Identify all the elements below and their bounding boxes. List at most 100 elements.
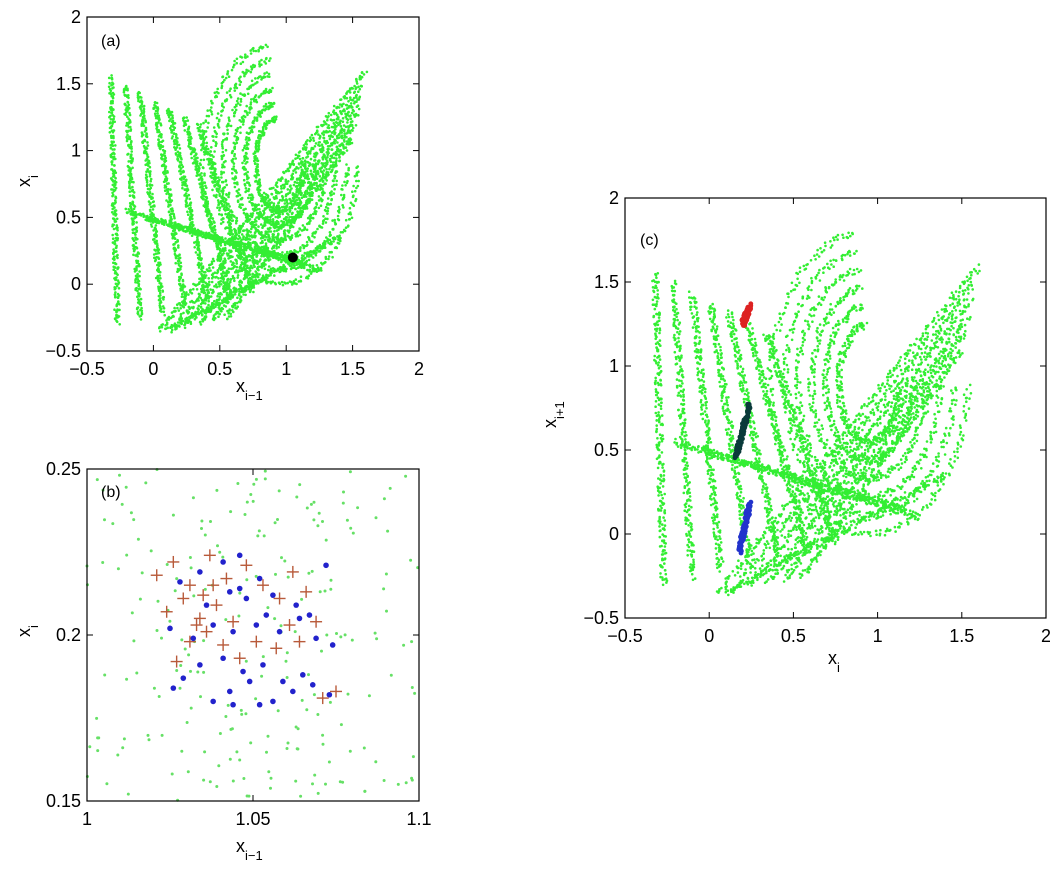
panel-a-attractor-point [216,259,220,262]
panel-a-attractor-point [191,220,194,224]
panel-a-attractor-point [322,123,326,127]
panel-a-attractor-point [260,204,264,208]
panel-a-attractor-point [222,252,225,255]
panel-a-attractor-point [355,171,359,174]
panel-a-attractor-point [350,129,354,132]
panel-a-attractor-point [241,148,245,152]
panel-a-attractor-point [169,188,172,191]
panel-a-attractor-point [241,161,244,165]
panel-a-attractor-point [195,298,199,302]
panel-a-attractor-point [218,118,221,122]
panel-a-attractor-point [302,173,305,176]
panel-a-attractor-point [280,176,284,179]
panel-a-attractor-point [264,57,268,61]
panel-a-attractor-point [312,136,315,140]
panel-a-attractor-point [240,280,243,284]
panel-a-attractor-point [115,238,119,242]
panel-a-attractor-point [188,210,192,214]
panel-a-attractor-point [251,130,254,134]
panel-a-attractor-point [267,202,271,206]
panel-a-attractor-point [335,183,338,186]
panel-a-attractor-point [259,258,262,261]
panel-a-attractor-point [157,257,161,261]
panel-a-attractor-point [222,204,225,208]
panel-a-attractor-point [277,209,281,213]
panel-a-attractor-point [343,128,346,132]
panel-a-attractor-point [144,120,147,124]
panel-a-attractor-point [225,203,229,206]
panel-a-attractor-point [233,154,236,158]
panel-a-attractor-point [145,181,149,184]
panel-a-attractor-point [136,272,139,276]
panel-a-attractor-point [225,193,228,197]
panel-a-attractor-point [336,218,340,221]
panel-a-attractor-point [358,74,362,78]
panel-a-attractor-point [251,256,255,260]
panel-a-attractor-point [279,243,282,246]
panel-a-attractor-point [137,284,140,288]
panel-a-attractor-point [226,277,230,281]
panel-a-attractor-point [116,273,119,277]
panel-a-attractor-point [220,213,224,216]
panel-a-attractor-point [233,111,236,115]
panel-a-attractor-point [243,159,246,162]
panel-a-attractor-point [227,312,230,315]
panel-a-attractor-point [223,257,226,261]
panel-a-attractor-point [142,104,146,108]
panel-a-attractor-point [236,254,239,257]
panel-a-attractor-point [352,194,355,197]
panel-a-attractor-point [186,132,190,136]
panel-a-attractor-point [306,155,310,158]
panel-a-attractor-point [108,81,111,85]
panel-a-attractor-point [112,255,116,258]
panel-a-attractor-point [128,166,131,170]
panel-a-attractor-point [222,217,225,220]
panel-a-attractor-point [126,153,129,156]
panel-a-attractor-point [139,104,143,108]
panel-a-attractor-point [233,146,236,149]
panel-a-attractor-point [178,151,182,155]
panel-a-attractor-point [150,225,154,228]
panel-a-attractor-point [182,290,186,294]
panel-a-attractor-point [250,193,253,197]
panel-a-attractor-point [306,160,310,164]
panel-a-attractor-point [298,150,302,153]
panel-a-attractor-point [228,249,231,252]
panel-a-attractor-point [314,132,317,136]
panel-a-attractor-point [223,100,227,103]
panel-a-attractor-point [222,189,225,192]
panel-a-attractor-point [181,300,184,304]
panel-a-attractor-point [160,323,163,327]
panel-a-attractor-point [322,153,326,156]
panel-a-attractor-point [258,64,262,68]
panel-a-attractor-point [219,280,223,283]
panel-a-attractor-point [241,70,245,74]
panel-a-attractor-point [230,68,234,72]
panel-a-attractor-point [322,120,326,123]
panel-a-attractor-point [148,174,152,178]
panel-a-attractor-point [260,236,264,240]
panel-a-attractor-point [354,112,358,116]
panel-a-attractor-point [201,319,205,323]
panel-a-attractor-point [355,179,358,183]
panel-a-attractor-point [115,316,119,319]
panel-a-attractor-point [345,135,348,139]
panel-a-attractor-point [171,135,174,138]
panel-a-attractor-point [231,262,235,266]
panel-a-attractor-point [199,251,202,255]
panel-a-attractor-point [252,98,256,102]
panel-a-attractor-point [262,264,266,268]
panel-a-attractor-point [198,162,202,165]
panel-a-attractor-point [116,309,119,312]
panel-a-attractor-point [109,126,113,130]
panel-a-attractor-point [116,256,119,260]
panel-a-attractor-point [349,211,352,214]
panel-a-attractor-point [163,151,166,155]
panel-a-attractor-point [154,228,158,231]
panel-a-attractor-point [339,119,342,123]
panel-a-attractor-point [344,218,348,222]
panel-a-attractor-point [133,248,136,251]
panel-a-attractor-point [158,330,162,333]
panel-a-attractor-point [210,102,214,105]
panel-a-attractor-point [260,254,263,258]
